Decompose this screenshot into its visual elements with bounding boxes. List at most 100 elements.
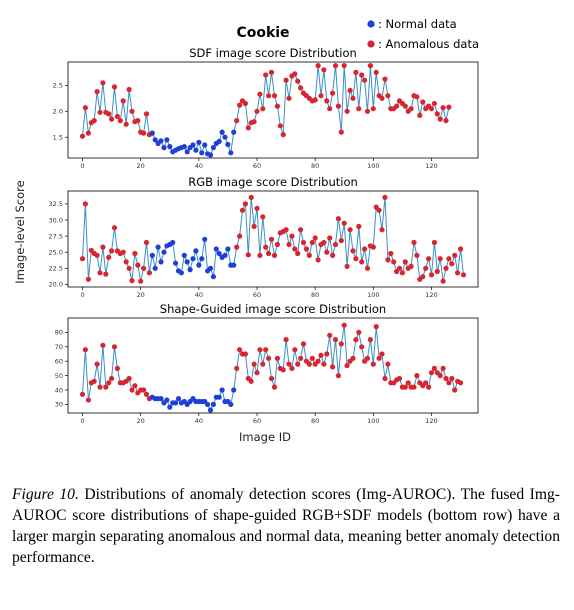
anomalous-data-point [120,98,126,104]
anomalous-data-point [271,384,278,390]
x-tick-label: 80 [311,291,319,299]
legend-label-anomalous: : Anomalous data [378,37,479,51]
anomalous-data-point [143,111,150,117]
y-tick-label: 25.0 [49,249,63,257]
x-tick-label: 100 [367,291,379,299]
anomalous-data-point [324,351,330,357]
normal-data-point [231,262,237,268]
anomalous-data-point [335,216,341,222]
anomalous-data-point [263,244,269,250]
normal-data-point [175,396,182,402]
normal-data-point [167,404,173,410]
anomalous-data-point [359,72,365,78]
x-axis-label: Image ID [239,430,291,444]
anomalous-data-point [97,384,103,390]
anomalous-data-point [458,380,464,386]
anomalous-data-point [298,355,304,361]
anomalous-data-point [111,225,118,231]
x-tick-label: 60 [253,417,261,425]
anomalous-data-point [446,104,452,110]
anomalous-data-point [114,113,120,120]
anomalous-data-point [399,270,405,276]
anomalous-data-point [117,118,123,124]
anomalous-data-point [146,270,152,276]
anomalous-data-point [402,103,408,109]
anomalous-data-point [129,278,135,284]
x-tick-label: 60 [253,162,261,170]
anomalous-data-point [289,365,295,371]
normal-data-point [216,250,222,257]
y-tick-label: 20.0 [49,281,63,289]
anomalous-data-point [426,384,432,390]
anomalous-data-point [402,384,408,390]
y-axis-label: Image-level Score [13,180,27,283]
normal-data-point [190,142,196,148]
anomalous-data-point [437,256,443,262]
anomalous-data-point [274,355,280,361]
anomalous-data-point [312,235,318,241]
anomalous-data-point [353,256,359,262]
anomalous-data-point [420,274,426,280]
anomalous-data-point [373,69,379,75]
y-tick-label: 32.5 [49,200,63,208]
anomalous-data-point [251,361,257,367]
anomalous-data-point [376,207,382,213]
anomalous-data-point [458,246,464,252]
anomalous-data-point [260,361,266,367]
anomalous-data-point [271,252,278,258]
anomalous-data-point [440,105,446,111]
caption-text: Distributions of anomaly detection score… [12,486,560,566]
legend-marker-anomalous [367,40,375,48]
anomalous-data-point [257,347,263,353]
anomalous-data-point [324,249,330,255]
y-tick-label: 30.0 [49,216,63,224]
anomalous-data-point [295,78,301,84]
normal-data-point [222,252,228,258]
panel-title: RGB image score Distribution [188,175,358,189]
anomalous-data-point [449,261,455,267]
anomalous-data-point [237,102,243,108]
anomalous-data-point [434,268,440,275]
anomalous-data-point [132,250,138,257]
anomalous-data-point [364,355,371,361]
anomalous-data-point [268,375,275,382]
normal-data-point [187,267,193,273]
anomalous-data-point [408,263,414,269]
anomalous-data-point [248,194,254,200]
anomalous-data-point [120,249,126,255]
plot-frame [67,61,479,159]
normal-data-point [155,244,161,250]
anomalous-data-point [280,367,286,373]
anomalous-data-point [251,223,257,229]
x-tick-label: 100 [367,417,379,425]
normal-data-point [167,144,173,150]
anomalous-data-point [356,223,362,229]
normal-data-point [219,387,225,393]
anomalous-data-point [260,106,266,112]
anomalous-data-point [79,256,86,262]
anomalous-data-point [103,384,109,390]
anomalous-data-point [405,380,411,386]
anomalous-data-point [245,252,251,258]
anomalous-data-point [309,239,315,246]
anomalous-data-point [237,347,243,353]
anomalous-data-point [126,375,132,382]
x-tick-label: 40 [195,162,203,170]
anomalous-data-point [123,259,129,265]
normal-data-point [222,134,228,140]
rgb-score-panel: RGB image score Distribution 0 20 40 60 80 100… [49,175,479,299]
anomalous-data-point [385,93,391,99]
caption-label: Figure 10. [12,486,79,503]
x-tick-label: 0 [80,291,84,299]
anomalous-data-point [106,111,112,117]
anomalous-data-point [449,375,455,382]
anomalous-data-point [85,397,91,403]
x-tick-label: 120 [425,291,437,299]
normal-data-point [231,387,237,393]
x-tick-label: 100 [367,162,379,170]
anomalous-data-point [428,272,435,278]
anomalous-data-point [263,347,269,353]
anomalous-data-point [414,373,420,379]
anomalous-data-point [257,252,263,258]
normal-data-point [210,401,216,407]
